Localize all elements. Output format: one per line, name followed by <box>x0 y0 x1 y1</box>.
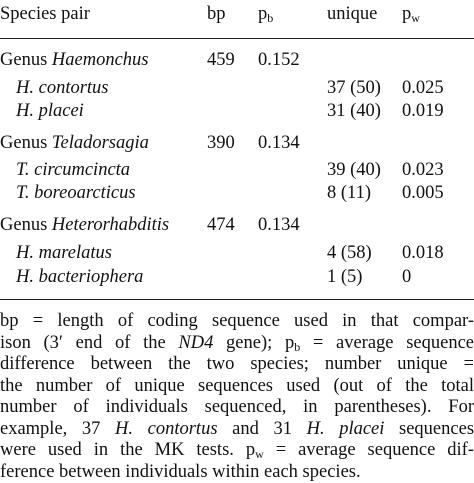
footnote-line: were used in the MK tests. pw = average … <box>0 440 474 462</box>
species-name: H. placei <box>16 100 84 122</box>
species-name: H. bacteriophera <box>16 266 143 288</box>
species-unique: 31 (40) <box>327 100 381 122</box>
header-unique: unique <box>327 3 377 25</box>
header-pb: pb <box>258 3 273 25</box>
footnote-line: example, 37 H. contortus and 31 H. place… <box>0 419 474 441</box>
footnote-line: bp = length of coding sequence used in t… <box>0 311 474 333</box>
footnote-line: the number of unique sequences used (out… <box>0 376 474 398</box>
footnote-line: difference between the two species; numb… <box>0 354 474 376</box>
header-rule <box>0 38 474 39</box>
genus-label: Genus Teladorsagia <box>0 132 149 154</box>
species-name: H. marelatus <box>16 242 112 264</box>
species-name: T. circumcincta <box>16 159 130 181</box>
genus-pb: 0.134 <box>258 214 300 236</box>
table-bottom-rule <box>0 299 474 300</box>
species-pw: 0.005 <box>402 182 444 204</box>
table-footnote: bp = length of coding sequence used in t… <box>0 311 474 483</box>
genus-bp: 459 <box>207 49 235 71</box>
species-name: T. boreoarcticus <box>16 182 136 204</box>
footnote-line: ison (3′ end of the ND4 gene); pb = aver… <box>0 333 474 355</box>
genus-bp: 390 <box>207 132 235 154</box>
species-unique: 39 (40) <box>327 159 381 181</box>
genus-label: Genus Heterorhabditis <box>0 214 169 236</box>
species-pw: 0.023 <box>402 159 444 181</box>
header-pw: pw <box>402 3 420 25</box>
header-species-pair: Species pair <box>0 3 90 25</box>
species-unique: 1 (5) <box>327 266 362 288</box>
header-bp: bp <box>207 3 226 25</box>
species-pw: 0.018 <box>402 242 444 264</box>
species-pw: 0 <box>402 266 411 288</box>
species-unique: 37 (50) <box>327 77 381 99</box>
genus-bp: 474 <box>207 214 235 236</box>
species-pw: 0.025 <box>402 77 444 99</box>
species-name: H. contortus <box>16 77 109 99</box>
genus-pb: 0.134 <box>258 132 300 154</box>
footnote-line: ference between individuals within each … <box>0 462 474 483</box>
species-unique: 4 (58) <box>327 242 372 264</box>
genus-pb: 0.152 <box>258 49 300 71</box>
footnote-line: number of individuals sequenced, in pare… <box>0 397 474 419</box>
species-pw: 0.019 <box>402 100 444 122</box>
genus-label: Genus Haemonchus <box>0 49 149 71</box>
species-unique: 8 (11) <box>327 182 371 204</box>
